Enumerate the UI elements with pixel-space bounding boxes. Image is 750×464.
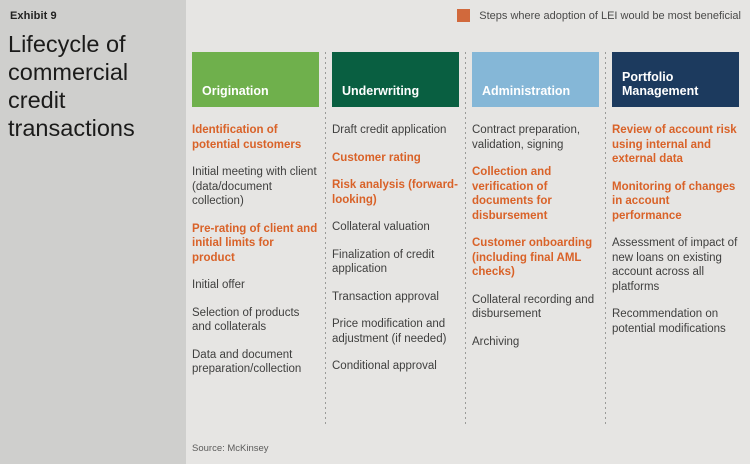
source-note: Source: McKinsey (192, 443, 269, 454)
column-header: Administration (472, 52, 599, 107)
legend-label: Steps where adoption of LEI would be mos… (479, 9, 741, 22)
lifecycle-step: Recommendation on potential modification… (612, 308, 726, 335)
lifecycle-step-highlighted: Collection and verification of documents… (472, 166, 552, 222)
lifecycle-step: Data and document preparation/collection (192, 348, 302, 376)
column-items: Draft credit application Customer rating R… (332, 123, 459, 374)
column-header-label: Administration (482, 84, 571, 98)
column-separator (605, 52, 606, 424)
exhibit-title-panel: Exhibit 9 Lifecycle of commercial credit… (0, 0, 186, 464)
lifecycle-step: Initial meeting with client (data/docume… (192, 166, 317, 207)
column-header-label: Portfolio Management (622, 70, 699, 98)
lifecycle-step: Finalization of credit application (332, 248, 435, 276)
lifecycle-step: Selection of products and collaterals (192, 306, 300, 334)
lifecycle-step: Archiving (472, 335, 520, 348)
legend-highlight-swatch-icon (457, 9, 471, 22)
column-separator (465, 52, 466, 424)
page-title: Lifecycle of commercial credit transacti… (8, 31, 135, 141)
lifecycle-column: Origination Identification of potential … (192, 52, 319, 390)
column-items: Contract preparation, validation, signin… (472, 123, 599, 349)
column-header: Portfolio Management (612, 52, 739, 107)
column-separator (325, 52, 326, 424)
lifecycle-step: Assessment of impact of new loans on exi… (612, 237, 738, 293)
column-header: Underwriting (332, 52, 459, 107)
lifecycle-step-highlighted: Risk analysis (forward-looking) (332, 179, 458, 206)
lifecycle-step-highlighted: Customer onboarding (including final AML… (472, 237, 593, 278)
column-header-label: Origination (202, 84, 269, 98)
lifecycle-columns: Origination Identification of potential … (192, 52, 739, 390)
lifecycle-step: Initial offer (192, 279, 245, 291)
lifecycle-step: Collateral recording and disbursement (472, 293, 595, 321)
column-header-label: Underwriting (342, 84, 420, 98)
lifecycle-step: Conditional approval (332, 360, 437, 372)
lifecycle-step: Contract preparation, validation, signin… (472, 124, 581, 151)
lifecycle-step-highlighted: Review of account risk using internal an… (612, 124, 737, 165)
column-items: Review of account risk using internal an… (612, 123, 739, 336)
lifecycle-step-highlighted: Identification of potential customers (192, 124, 302, 151)
lifecycle-step: Collateral valuation (332, 221, 430, 233)
lifecycle-column: Portfolio Management Review of account r… (612, 52, 739, 390)
column-header: Origination (192, 52, 319, 107)
legend: Steps where adoption of LEI would be mos… (457, 9, 741, 22)
lifecycle-step-highlighted: Monitoring of changes in account perform… (612, 180, 736, 222)
lifecycle-step-highlighted: Pre-rating of client and initial limits … (192, 222, 318, 264)
exhibit-number-label: Exhibit 9 (10, 10, 57, 22)
lifecycle-step: Draft credit application (332, 124, 447, 136)
lifecycle-column: Administration Contract preparation, val… (472, 52, 599, 390)
lifecycle-step-highlighted: Customer rating (332, 151, 421, 164)
lifecycle-step: Transaction approval (332, 290, 439, 303)
lifecycle-step: Price modification and adjustment (if ne… (332, 318, 447, 345)
column-items: Identification of potential customers Ini… (192, 123, 319, 377)
lifecycle-column: Underwriting Draft credit application Cus… (332, 52, 459, 390)
